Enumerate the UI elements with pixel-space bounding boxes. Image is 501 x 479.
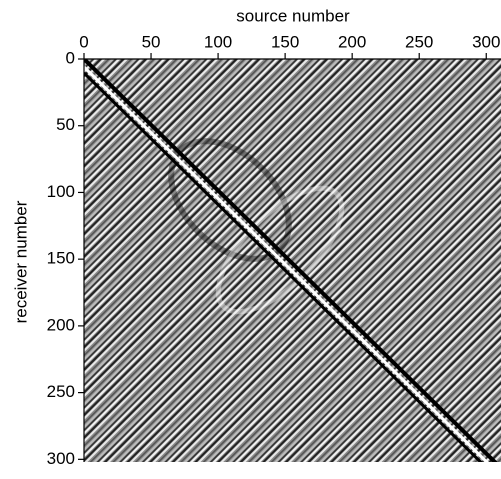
y-tick-label: 300 — [47, 449, 75, 468]
x-tick-label: 100 — [204, 32, 232, 51]
y-tick-label: 150 — [47, 249, 75, 268]
y-tick-label: 50 — [56, 115, 75, 134]
x-tick-label: 200 — [338, 32, 366, 51]
texture — [84, 71, 483, 462]
y-tick-label: 0 — [66, 48, 75, 67]
y-tick-label: 250 — [47, 382, 75, 401]
y-tick-label: 100 — [47, 182, 75, 201]
x-tick-label: 250 — [405, 32, 433, 51]
y-tick-label: 200 — [47, 315, 75, 334]
texture — [84, 59, 498, 462]
x-tick-label: 300 — [472, 32, 500, 51]
x-axis-title: source number — [236, 6, 350, 25]
heatmap-image — [84, 59, 501, 462]
y-axis-title: receiver number — [11, 200, 30, 323]
x-tick-label: 50 — [142, 32, 161, 51]
x-tick-label: 0 — [79, 32, 88, 51]
texture — [84, 65, 489, 462]
x-tick-label: 150 — [271, 32, 299, 51]
